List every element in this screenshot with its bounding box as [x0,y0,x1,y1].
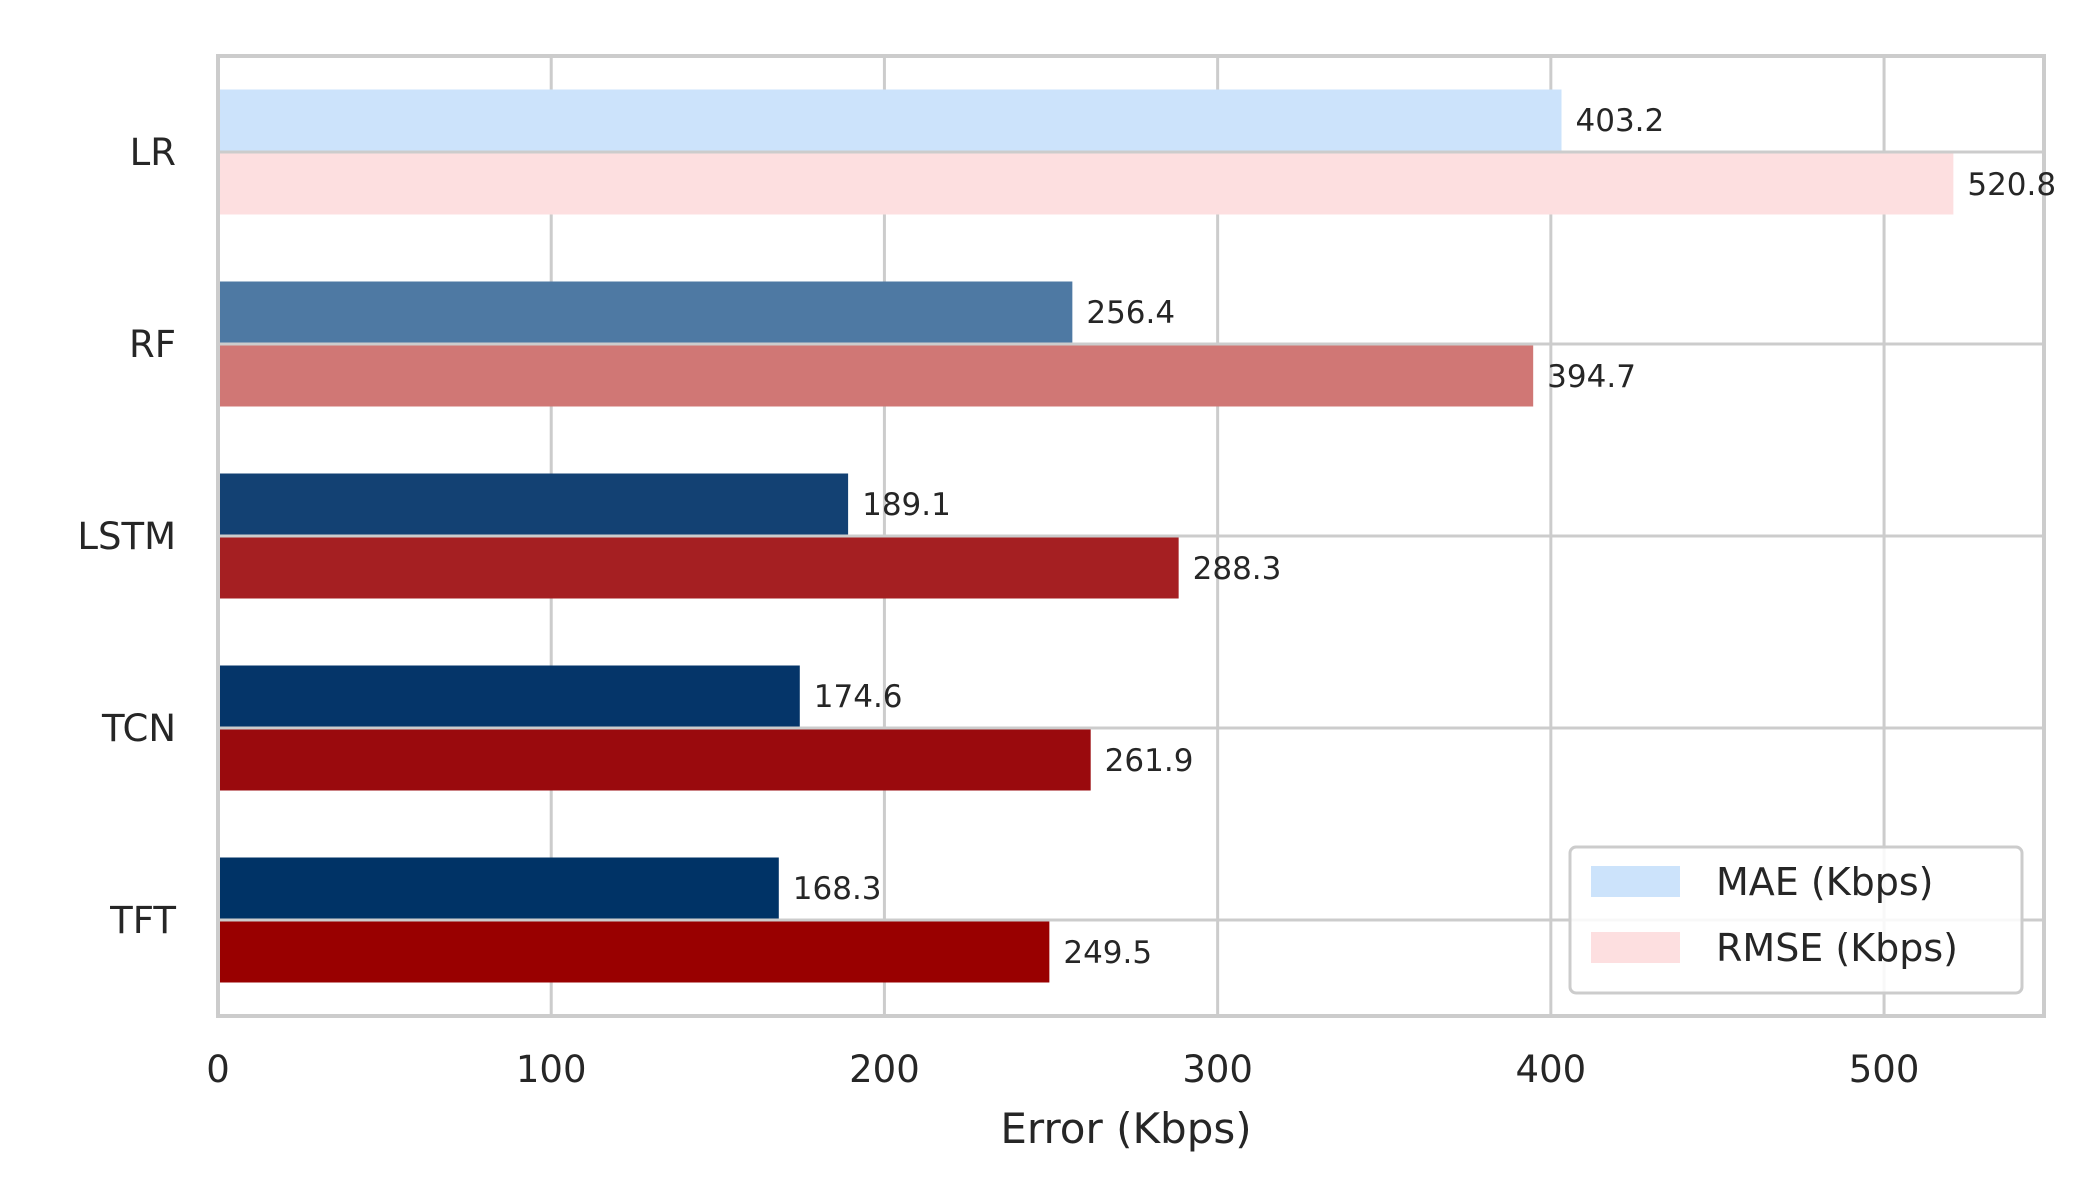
data-label-mae-lr: 403.2 [1576,103,1665,139]
legend-label-rmse: RMSE (Kbps) [1716,926,1958,970]
x-tick-labels: 0 100 200 300 400 500 [206,1048,1919,1091]
data-label-mae-lstm: 189.1 [862,487,951,523]
y-tick-labels: LR RF LSTM TCN TFT [77,131,176,942]
bar-rmse-lr [218,153,1954,215]
y-tick-label-lstm: LSTM [77,515,176,558]
bar-mae-tcn [218,665,800,727]
x-tick-label-400: 400 [1516,1048,1587,1091]
data-label-rmse-lstm: 288.3 [1193,551,1282,587]
grid [216,56,2044,1016]
data-label-rmse-lr: 520.8 [1967,167,2056,203]
data-label-mae-rf: 256.4 [1086,295,1175,331]
plot-frame [216,54,2046,1018]
y-tick-label-lr: LR [130,131,176,174]
bar-mae-tft [218,857,779,919]
bar-rmse-lstm [218,537,1179,599]
data-labels: 403.2 520.8 256.4 394.7 189.1 288.3 174.6 261.9… [793,103,2056,971]
bar-mae-rf [218,281,1073,343]
legend-swatch-rmse [1591,932,1680,963]
legend-box [1568,845,2024,995]
legend-label-mae: MAE (Kbps) [1716,860,1933,904]
bar-rmse-tcn [218,729,1091,791]
legend: MAE (Kbps) RMSE (Kbps) [1568,845,2024,995]
x-tick-label-0: 0 [206,1048,230,1091]
bars [218,89,1954,983]
data-label-mae-tft: 168.3 [793,871,882,907]
x-axis-label: Error (Kbps) [1000,1104,1251,1153]
bar-rmse-tft [218,921,1050,983]
x-tick-label-100: 100 [516,1048,587,1091]
x-tick-label-200: 200 [849,1048,920,1091]
bar-mae-lr [218,89,1562,151]
bar-rmse-rf [218,345,1534,407]
y-tick-label-tft: TFT [109,899,176,942]
legend-swatch-mae [1591,866,1680,897]
y-tick-label-rf: RF [129,323,176,366]
bar-mae-lstm [218,473,849,535]
data-label-mae-tcn: 174.6 [814,679,903,715]
x-tick-label-500: 500 [1849,1048,1920,1091]
data-label-rmse-tcn: 261.9 [1105,743,1194,779]
data-label-rmse-rf: 394.7 [1547,359,1636,395]
y-tick-label-tcn: TCN [101,707,176,750]
x-tick-label-300: 300 [1182,1048,1253,1091]
data-label-rmse-tft: 249.5 [1063,935,1152,971]
